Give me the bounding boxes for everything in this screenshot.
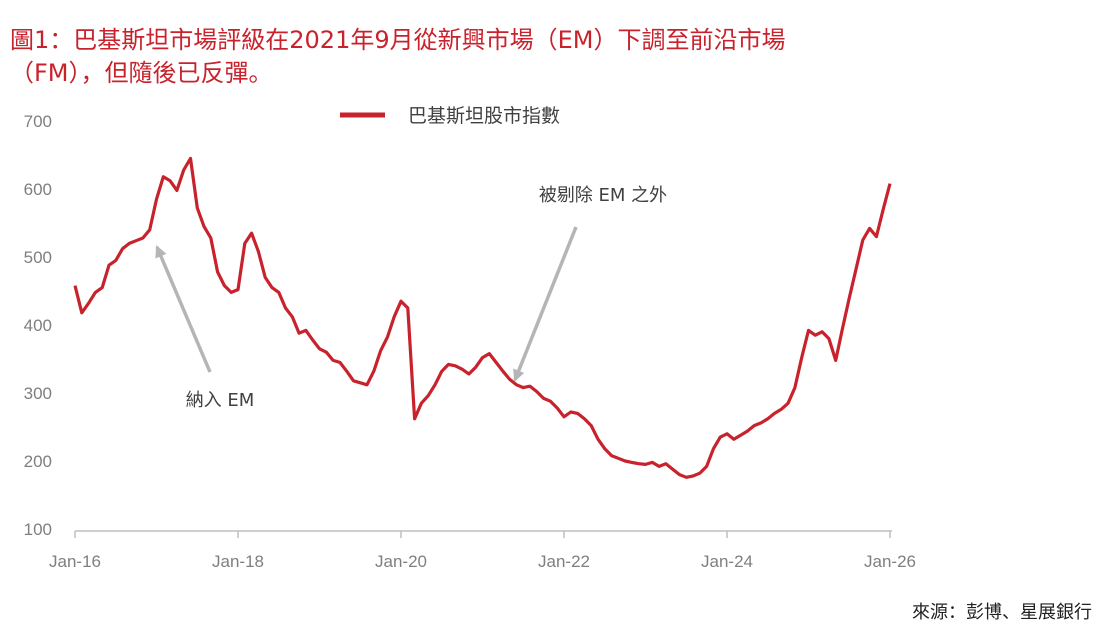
- chart-title-line1: 圖1：巴基斯坦市場評級在2021年9月從新興市場（EM）下調至前沿市場: [10, 26, 786, 54]
- y-tick-label: 400: [24, 316, 52, 335]
- y-tick-label: 600: [24, 180, 52, 199]
- y-tick-label: 300: [24, 384, 52, 403]
- y-tick-label: 100: [24, 520, 52, 539]
- x-tick-label: Jan-26: [864, 552, 916, 571]
- chart-title: 圖1：巴基斯坦市場評級在2021年9月從新興市場（EM）下調至前沿市場 （FM）…: [10, 24, 1010, 90]
- annotation-arrow: [155, 245, 212, 373]
- series-group: [73, 156, 892, 479]
- x-tick-label: Jan-24: [701, 552, 753, 571]
- annotation-label: 被剔除 EM 之外: [539, 185, 667, 206]
- chart-title-line2: （FM），但隨後已反彈。: [10, 59, 273, 87]
- legend-label: 巴基斯坦股市指數: [408, 105, 560, 127]
- source-note: 來源：彭博、星展銀行: [912, 602, 1092, 623]
- legend: 巴基斯坦股市指數: [340, 105, 560, 127]
- y-axis: 100 200 300 400 500 600 700: [24, 112, 52, 539]
- y-tick-label: 700: [24, 112, 52, 131]
- x-tick-label: Jan-16: [49, 552, 101, 571]
- x-tick-label: Jan-22: [538, 552, 590, 571]
- x-tick-label: Jan-18: [212, 552, 264, 571]
- annotations: 納入 EM 被剔除 EM 之外: [155, 185, 667, 411]
- series-line: [73, 156, 892, 479]
- annotation-arrow: [513, 226, 578, 382]
- y-tick-label: 200: [24, 452, 52, 471]
- annotation-label: 納入 EM: [186, 390, 255, 411]
- x-axis: Jan-16 Jan-18 Jan-20 Jan-22 Jan-24 Jan-26: [49, 530, 916, 571]
- x-tick-label: Jan-20: [375, 552, 427, 571]
- y-tick-label: 500: [24, 248, 52, 267]
